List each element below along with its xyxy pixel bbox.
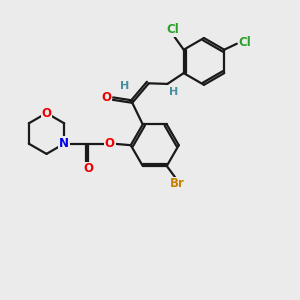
Text: O: O xyxy=(101,91,111,104)
Text: Cl: Cl xyxy=(167,23,180,36)
Text: O: O xyxy=(83,162,93,176)
Text: O: O xyxy=(105,137,115,150)
Text: Cl: Cl xyxy=(239,36,252,49)
Text: Br: Br xyxy=(170,178,185,190)
Text: H: H xyxy=(169,87,178,97)
Text: H: H xyxy=(120,81,129,91)
Text: N: N xyxy=(59,137,69,150)
Text: O: O xyxy=(41,106,52,120)
